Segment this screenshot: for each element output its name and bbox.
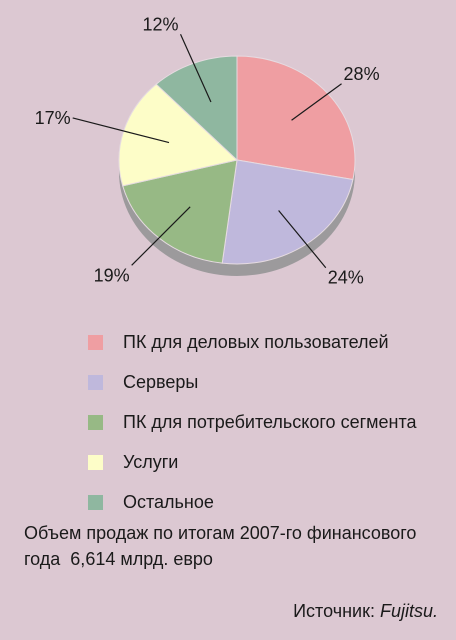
source-prefix: Источник: bbox=[293, 601, 380, 621]
legend-label: Остальное bbox=[123, 491, 214, 512]
legend-swatch bbox=[88, 334, 103, 350]
pct-label-consumer-pc: 19% bbox=[94, 265, 130, 285]
legend-swatch bbox=[88, 454, 103, 470]
legend-label: Серверы bbox=[123, 371, 199, 392]
legend-item-business-pc: ПК для деловых пользователей bbox=[88, 322, 417, 362]
pie-slice-business-pc bbox=[236, 55, 356, 181]
legend-label: ПК для потребительского сегмента bbox=[123, 411, 417, 432]
pct-label-other: 12% bbox=[142, 14, 178, 34]
pie-chart: 28% 24% 19% 17% 12% bbox=[35, 14, 380, 288]
legend-swatch bbox=[88, 414, 103, 430]
note-line-1: Объем продаж по итогам 2007-го финансово… bbox=[24, 523, 417, 543]
source-line: Источник: Fujitsu. bbox=[293, 601, 438, 622]
pct-label-servers: 24% bbox=[328, 268, 364, 288]
leader-line-other bbox=[179, 34, 212, 103]
legend-swatch bbox=[88, 494, 103, 510]
legend-label: Услуги bbox=[123, 451, 179, 472]
sales-note: Объем продаж по итогам 2007-го финансово… bbox=[24, 520, 449, 572]
pct-label-services: 17% bbox=[35, 108, 71, 128]
pct-label-business-pc: 28% bbox=[344, 64, 380, 84]
leader-line-business-pc bbox=[291, 83, 342, 121]
legend-label: ПК для деловых пользователей bbox=[123, 331, 389, 352]
leader-line-servers bbox=[278, 210, 327, 269]
legend-item-consumer-pc: ПК для потребительского сегмента bbox=[88, 402, 417, 442]
legend-swatch bbox=[88, 374, 103, 390]
source-brand: Fujitsu. bbox=[379, 601, 438, 621]
legend-item-services: Услуги bbox=[88, 442, 417, 482]
legend-item-other: Остальное bbox=[88, 482, 417, 522]
leader-line-services bbox=[72, 117, 170, 144]
legend: ПК для деловых пользователей Серверы ПК … bbox=[88, 322, 417, 522]
legend-item-servers: Серверы bbox=[88, 362, 417, 402]
note-line-2: года 6,614 млрд. евро bbox=[24, 549, 213, 569]
leader-line-consumer-pc bbox=[131, 206, 191, 266]
